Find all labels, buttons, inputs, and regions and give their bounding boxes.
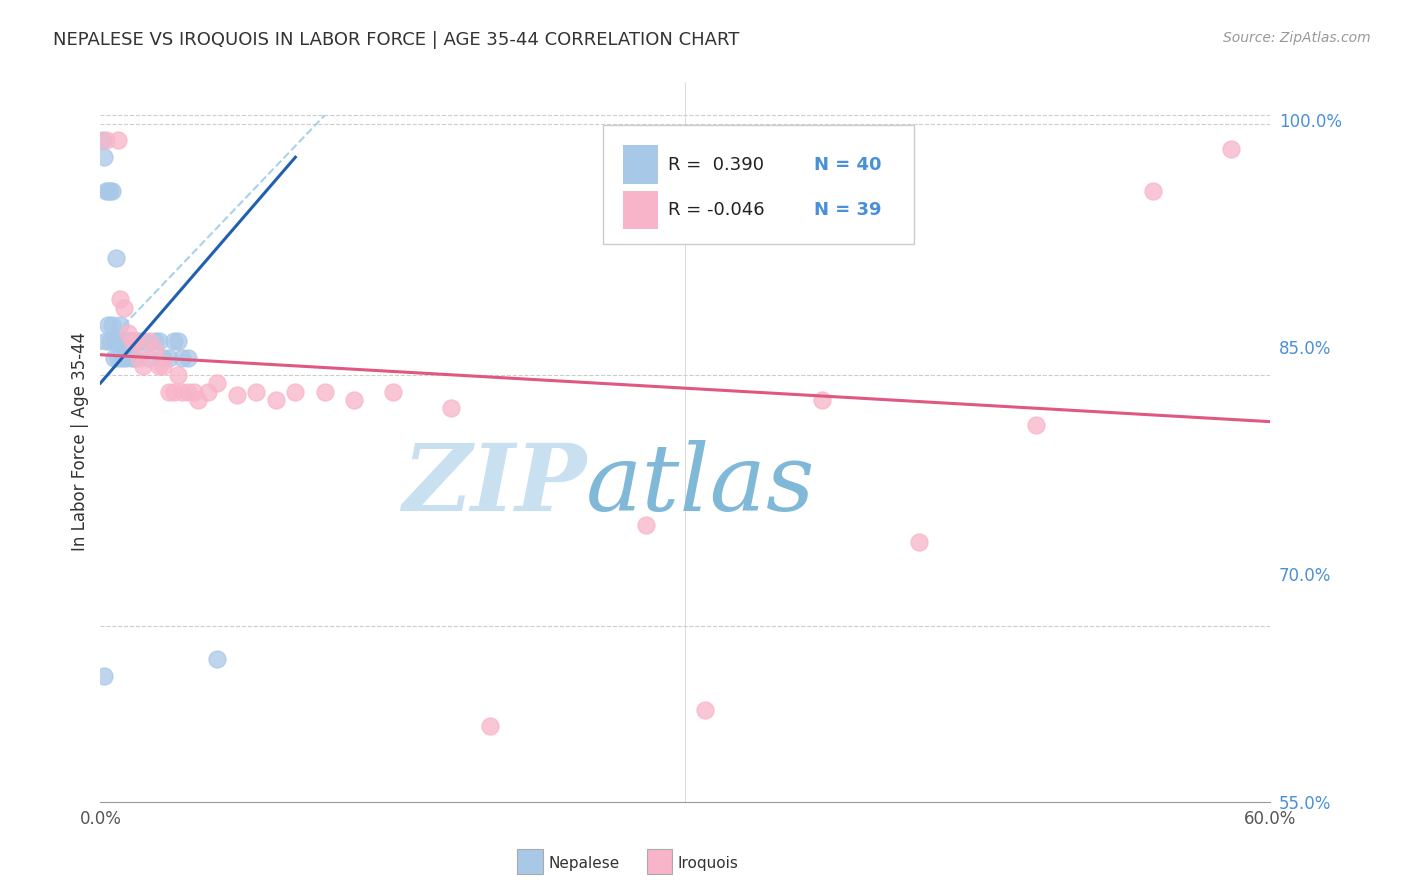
Text: N = 40: N = 40 — [814, 156, 882, 174]
Point — [103, 351, 125, 365]
Point — [107, 334, 129, 349]
Point — [101, 184, 124, 198]
Point — [104, 334, 127, 349]
Bar — [623, 145, 658, 184]
Text: Iroquois: Iroquois — [678, 856, 738, 871]
Point — [148, 334, 170, 349]
Point — [117, 326, 139, 340]
Point — [157, 351, 180, 365]
Point — [479, 719, 502, 733]
Point — [908, 535, 931, 549]
Point — [132, 334, 155, 349]
Point — [811, 392, 834, 407]
Point — [284, 384, 307, 399]
Text: R =  0.390: R = 0.390 — [668, 156, 763, 174]
Point — [96, 184, 118, 198]
Point — [157, 384, 180, 399]
Point — [343, 392, 366, 407]
Point — [163, 384, 186, 399]
Text: atlas: atlas — [586, 440, 815, 530]
Point — [172, 384, 194, 399]
Point — [121, 334, 143, 349]
Point — [96, 133, 118, 147]
Point — [225, 388, 247, 402]
Point — [1025, 417, 1047, 432]
Point — [101, 318, 124, 332]
Point — [111, 334, 134, 349]
Point — [177, 384, 200, 399]
Point — [163, 334, 186, 349]
Point — [152, 351, 174, 365]
Bar — [623, 191, 658, 229]
Point — [112, 334, 135, 349]
Text: Nepalese: Nepalese — [548, 856, 620, 871]
Point — [636, 518, 658, 533]
Point — [108, 293, 131, 307]
Point — [197, 384, 219, 399]
Point — [108, 318, 131, 332]
Point — [1142, 184, 1164, 198]
Text: NEPALESE VS IROQUOIS IN LABOR FORCE | AGE 35-44 CORRELATION CHART: NEPALESE VS IROQUOIS IN LABOR FORCE | AG… — [53, 31, 740, 49]
Point — [152, 359, 174, 374]
Point — [167, 334, 190, 349]
Point — [187, 392, 209, 407]
Point — [103, 334, 125, 349]
Point — [124, 334, 146, 349]
Point — [107, 351, 129, 365]
Point — [869, 878, 891, 892]
Point — [107, 133, 129, 147]
Point — [97, 184, 120, 198]
Point — [98, 184, 121, 198]
Point — [183, 384, 205, 399]
Y-axis label: In Labor Force | Age 35-44: In Labor Force | Age 35-44 — [72, 332, 89, 551]
Text: R = -0.046: R = -0.046 — [668, 201, 765, 219]
Point — [121, 351, 143, 365]
Point — [138, 334, 160, 349]
Point — [91, 133, 114, 147]
Point — [693, 702, 716, 716]
Point — [104, 251, 127, 265]
Text: Source: ZipAtlas.com: Source: ZipAtlas.com — [1223, 31, 1371, 45]
Point — [314, 384, 336, 399]
FancyBboxPatch shape — [603, 125, 914, 244]
Point — [93, 669, 115, 683]
Point — [1220, 142, 1243, 156]
Point — [132, 359, 155, 374]
Point — [143, 334, 166, 349]
Point — [128, 351, 150, 365]
Point — [118, 334, 141, 349]
Point — [138, 351, 160, 365]
Text: N = 39: N = 39 — [814, 201, 882, 219]
Point — [207, 376, 229, 391]
Point — [93, 150, 115, 164]
Point — [128, 334, 150, 349]
Point — [264, 392, 287, 407]
Point — [98, 334, 121, 349]
Point — [96, 334, 118, 349]
Point — [117, 334, 139, 349]
Point — [440, 401, 463, 416]
Point — [122, 351, 145, 365]
Text: ZIP: ZIP — [402, 440, 586, 530]
Point — [245, 384, 267, 399]
Point — [111, 351, 134, 365]
Point — [167, 368, 190, 382]
Point — [143, 343, 166, 357]
Point — [124, 334, 146, 349]
Point — [148, 359, 170, 374]
Point — [172, 351, 194, 365]
Point — [207, 652, 229, 666]
Point — [108, 334, 131, 349]
Point — [114, 351, 136, 365]
Point — [177, 351, 200, 365]
Point — [112, 301, 135, 315]
Point — [381, 384, 404, 399]
Point — [97, 318, 120, 332]
